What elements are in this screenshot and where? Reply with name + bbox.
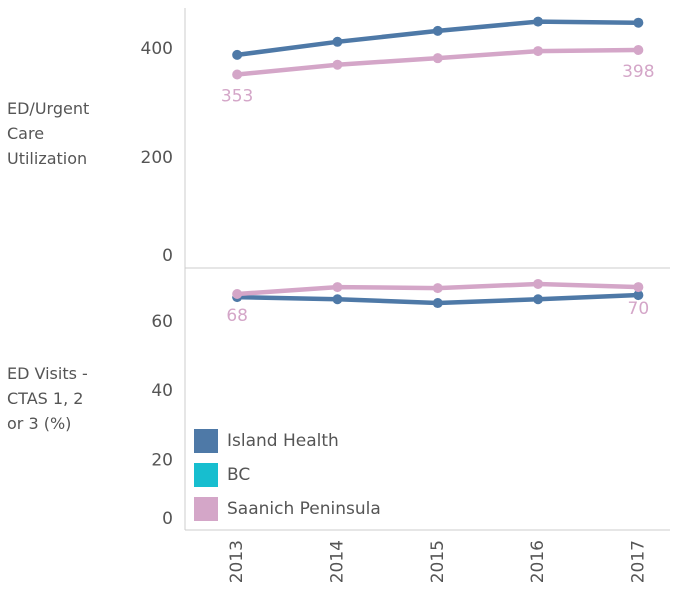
data-point <box>633 17 644 28</box>
x-tick-label: 2015 <box>428 540 448 583</box>
data-point <box>432 298 443 309</box>
data-point <box>633 282 644 293</box>
data-point <box>533 16 544 27</box>
y-tick-label: 40 <box>151 381 173 401</box>
y-axis-label: ED Visits - CTAS 1, 2 or 3 (%) <box>7 364 88 433</box>
data-point <box>432 53 443 64</box>
data-label: 68 <box>226 306 248 326</box>
data-point <box>633 44 644 55</box>
data-point <box>432 283 443 294</box>
data-point <box>533 278 544 289</box>
legend-label: Saanich Peninsula <box>227 499 381 519</box>
data-point <box>533 294 544 305</box>
x-tick-label: 2013 <box>227 540 247 583</box>
data-point <box>232 49 243 60</box>
x-tick-label: 2016 <box>528 540 548 583</box>
legend-label: Island Health <box>227 431 339 451</box>
y-axis-label: ED/Urgent Care Utilization <box>7 99 90 168</box>
data-label: 70 <box>628 299 650 319</box>
data-point <box>533 46 544 57</box>
legend-swatch <box>194 463 218 487</box>
data-point <box>332 282 343 293</box>
x-tick-label: 2014 <box>327 540 347 583</box>
data-label: 398 <box>622 62 654 82</box>
legend-swatch <box>194 429 218 453</box>
y-tick-label: 0 <box>162 509 173 529</box>
legend-label: BC <box>227 465 250 485</box>
data-point <box>332 36 343 47</box>
y-tick-label: 400 <box>141 39 173 59</box>
y-tick-label: 0 <box>162 246 173 266</box>
data-label: 353 <box>221 87 253 107</box>
data-point <box>332 294 343 305</box>
data-point <box>232 289 243 300</box>
data-point <box>232 69 243 80</box>
legend-swatch <box>194 497 218 521</box>
y-tick-label: 60 <box>151 312 173 332</box>
data-point <box>432 25 443 36</box>
data-point <box>332 59 343 70</box>
y-tick-label: 200 <box>141 148 173 168</box>
data-point <box>633 290 644 301</box>
x-tick-label: 2017 <box>628 540 648 583</box>
y-tick-label: 20 <box>151 451 173 471</box>
